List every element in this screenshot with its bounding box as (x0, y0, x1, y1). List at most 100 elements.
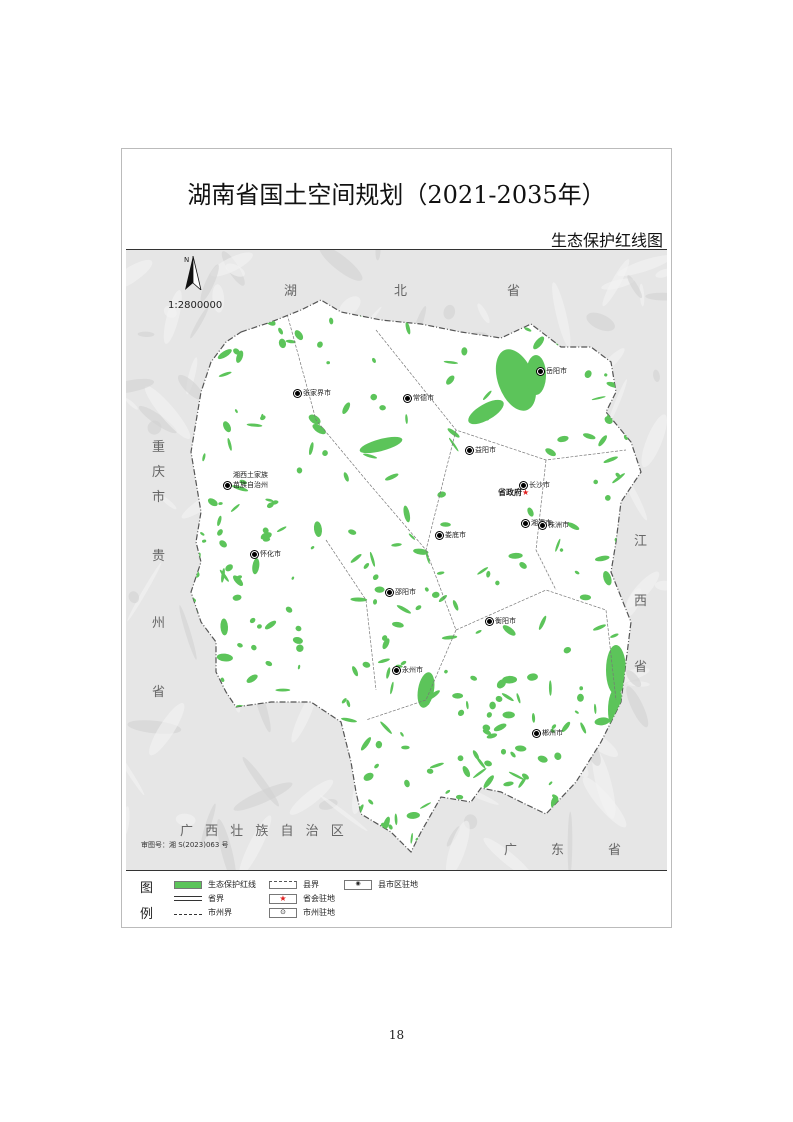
terrain-patch (608, 379, 628, 424)
red-line-patch (633, 357, 640, 369)
red-line-patch (495, 695, 503, 703)
red-line-patch (342, 402, 351, 414)
jiangxi-label-1: 江 (634, 534, 648, 549)
red-line-patch (537, 755, 548, 763)
red-line-patch (262, 527, 269, 534)
red-line-patch (446, 375, 455, 385)
legend-capital: ★ 省会驻地 (269, 893, 335, 904)
red-line-patch (216, 653, 233, 662)
guizhou-label-3: 省 (152, 685, 166, 700)
red-line-patch (519, 562, 527, 569)
red-line-patch (493, 723, 507, 732)
red-line-patch (209, 701, 216, 708)
red-line-patch (319, 742, 327, 748)
terrain-patch (338, 296, 361, 318)
red-line-patch (462, 766, 471, 778)
red-line-patch (503, 781, 514, 787)
red-line-patch (312, 423, 326, 435)
approval-number: 审图号：湘 S(2023)063 号 (141, 841, 229, 849)
terrain-patch (137, 331, 155, 337)
red-line-patch (461, 347, 468, 356)
legend-county-seat: ◉ 县市区驻地 (344, 879, 418, 890)
north-arrow: N (184, 256, 202, 290)
red-line-patch (372, 303, 378, 309)
red-line-patch (476, 836, 481, 842)
red-line-patch (508, 771, 524, 780)
red-line-patch (382, 816, 390, 831)
legend-heading-1: 图 (140, 881, 154, 896)
red-line-patch (281, 308, 286, 313)
legend-city-boundary: 市州界 (174, 907, 232, 918)
red-line-patch (317, 341, 323, 348)
red-line-patch (217, 515, 222, 527)
red-line-patch (417, 672, 435, 708)
red-line-patch (202, 453, 206, 462)
terrain-patch (233, 782, 293, 811)
red-line-patch (524, 327, 532, 332)
red-line-patch (551, 724, 557, 730)
red-line-patch (191, 573, 193, 578)
red-line-patch (470, 675, 478, 681)
legend-label: 省会驻地 (303, 894, 335, 903)
red-line-patch (431, 591, 440, 598)
red-line-patch (265, 660, 273, 667)
red-line-patch (617, 556, 623, 560)
red-line-patch (284, 725, 292, 730)
red-line-patch (278, 338, 287, 349)
red-line-patch (508, 552, 523, 559)
terrain-patch (159, 495, 177, 510)
red-line-patch (218, 502, 223, 505)
city-seat-icon (486, 617, 493, 625)
city-seat-icon: ⊙ (269, 907, 297, 918)
legend-label: 省界 (208, 894, 224, 903)
city-boundary (285, 309, 427, 551)
legend-province-boundary: 省界 (174, 893, 224, 904)
red-line-patch (583, 433, 596, 440)
map-subtitle: 生态保护红线图 (550, 231, 663, 250)
city-label: 益阳市 (475, 446, 496, 454)
red-line-patch (554, 752, 562, 760)
legend-label: 县界 (303, 880, 319, 889)
legend-label: 县市区驻地 (378, 880, 418, 889)
city-line-swatch (174, 914, 202, 915)
red-line-patch (502, 625, 516, 636)
red-line-patch (457, 755, 464, 762)
capital-label: 省政府 (498, 488, 522, 497)
red-line-patch (531, 712, 536, 723)
terrain-patch (319, 250, 363, 281)
red-line-patch (326, 361, 331, 365)
red-line-patch (371, 849, 379, 852)
red-line-patch (200, 532, 205, 536)
red-line-patch (473, 768, 487, 779)
red-line-patch (218, 371, 232, 377)
red-line-patch (352, 666, 359, 677)
red-line-patch (579, 686, 584, 691)
terrain-patch (217, 819, 237, 870)
red-line-patch (634, 348, 641, 356)
terrain-patch (201, 803, 216, 845)
red-line-patch (363, 772, 374, 781)
city-marker: 株洲市 (539, 520, 569, 530)
red-line-patch (482, 729, 492, 735)
red-line-patch (184, 666, 189, 671)
red-line-patch (291, 770, 304, 781)
red-line-patch (548, 680, 552, 696)
red-line-patch (594, 703, 597, 714)
red-line-patch (271, 500, 279, 505)
red-line-patch (297, 664, 301, 670)
red-line-patch (296, 467, 303, 474)
city-seat-icon (533, 729, 540, 737)
red-line-patch (557, 435, 569, 443)
city-boundaries (285, 309, 627, 721)
red-line-patch (643, 797, 649, 812)
green-swatch (174, 880, 202, 889)
red-line-patch (363, 453, 378, 459)
city-marker: 娄底市 (436, 530, 466, 540)
legend-label: 市州界 (208, 908, 232, 917)
red-line-patch (265, 498, 274, 502)
legend-label: 生态保护红线 (208, 880, 256, 889)
city-seat-icon (386, 588, 393, 596)
red-line-patch (201, 539, 207, 543)
terrain-patch (175, 813, 196, 826)
guangxi-label: 广 西 壮 族 自 治 区 (180, 824, 348, 839)
